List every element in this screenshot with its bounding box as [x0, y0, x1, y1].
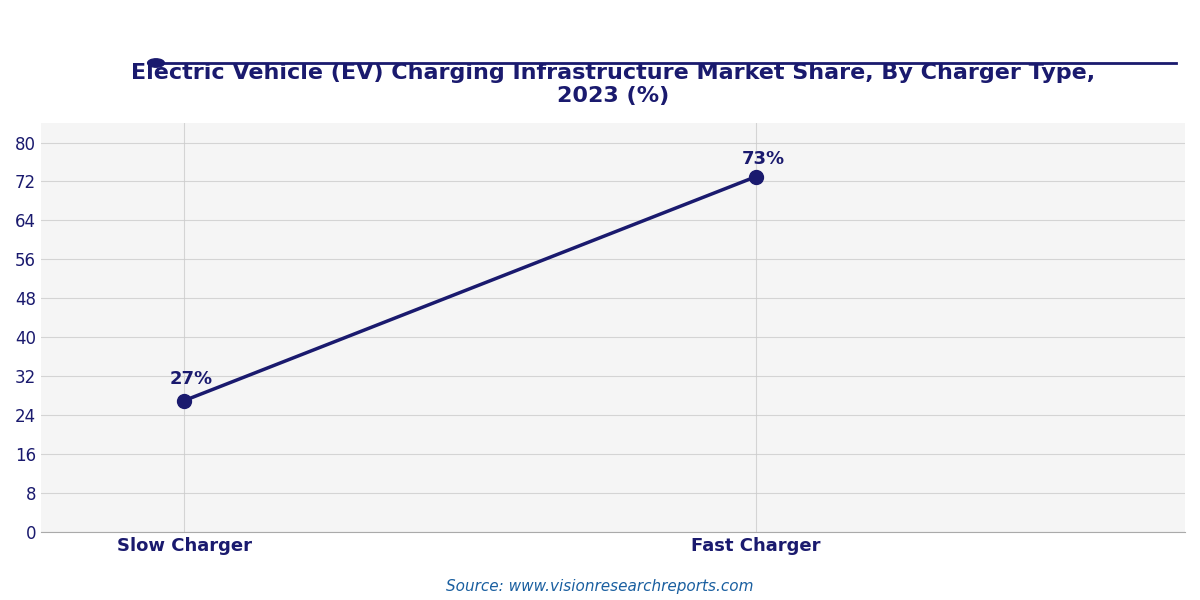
- Text: 73%: 73%: [742, 151, 785, 169]
- Text: 27%: 27%: [169, 370, 212, 388]
- Title: Electric Vehicle (EV) Charging Infrastructure Market Share, By Charger Type,
202: Electric Vehicle (EV) Charging Infrastru…: [131, 63, 1096, 106]
- Text: Source: www.visionresearchreports.com: Source: www.visionresearchreports.com: [446, 579, 754, 594]
